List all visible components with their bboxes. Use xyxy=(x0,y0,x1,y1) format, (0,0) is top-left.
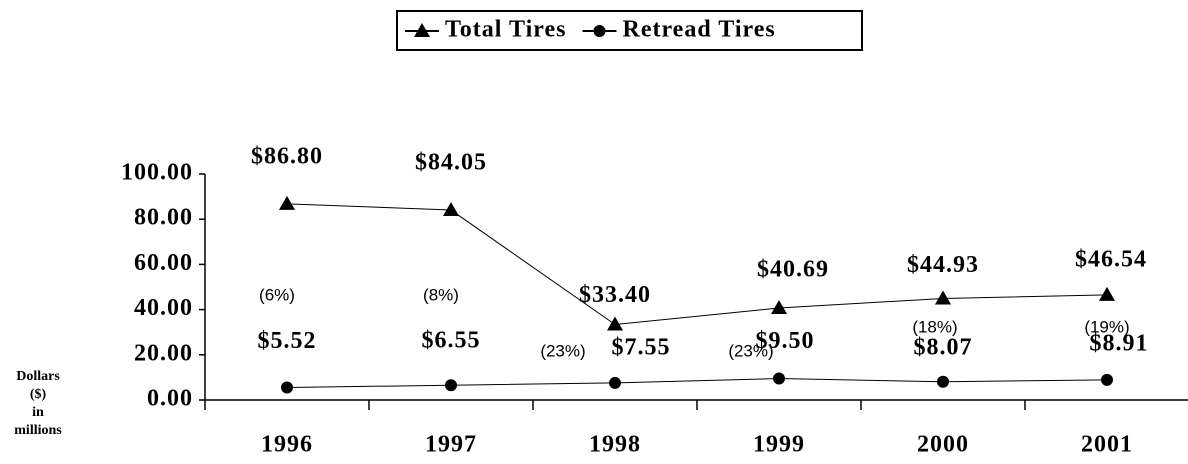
point xyxy=(935,290,951,305)
y-tick-label: 100.00 xyxy=(121,160,193,186)
annotation: (19%) xyxy=(1084,317,1129,336)
point xyxy=(279,195,295,210)
x-tick-label: 2000 xyxy=(917,432,969,458)
value-label: $5.52 xyxy=(258,328,317,354)
annotation: (18%) xyxy=(912,317,957,336)
value-label: $44.93 xyxy=(907,252,979,278)
point xyxy=(445,379,457,392)
y-axis-label: ($) xyxy=(30,387,47,402)
line xyxy=(286,378,1108,389)
point xyxy=(773,372,785,385)
point xyxy=(607,316,623,331)
annotation: (6%) xyxy=(259,285,295,304)
legend-marker xyxy=(593,25,606,37)
value-label: $8.07 xyxy=(914,334,973,360)
y-tick-label: 80.00 xyxy=(134,205,193,231)
point xyxy=(609,376,621,389)
x-tick-label: 1999 xyxy=(753,432,805,458)
x-tick-label: 2001 xyxy=(1081,432,1133,458)
value-label: $40.69 xyxy=(757,257,829,283)
x-tick-label: 1996 xyxy=(261,432,313,458)
legend-box xyxy=(396,10,863,51)
annotation: (23%) xyxy=(540,341,585,360)
y-tick-label: 20.00 xyxy=(134,340,193,366)
line xyxy=(286,203,1108,326)
y-tick-label: 40.00 xyxy=(134,295,193,321)
value-label: $46.54 xyxy=(1075,246,1147,272)
point xyxy=(281,381,293,394)
value-label: $9.50 xyxy=(756,328,815,354)
y-axis-label: Dollars xyxy=(16,369,60,384)
point xyxy=(1101,373,1113,386)
legend-label: Total Tires xyxy=(445,17,566,43)
point xyxy=(937,375,949,388)
value-label: $33.40 xyxy=(579,282,651,308)
annotation: (8%) xyxy=(423,285,459,304)
x-tick-label: 1998 xyxy=(589,432,641,458)
y-axis-label: millions xyxy=(14,423,62,438)
point xyxy=(443,202,459,217)
legend-label: Retread Tires xyxy=(622,17,775,43)
value-label: $86.80 xyxy=(251,143,323,169)
annotation: (23%) xyxy=(728,341,773,360)
value-label: $6.55 xyxy=(422,328,481,354)
point xyxy=(771,300,787,315)
value-label: $7.55 xyxy=(612,334,671,360)
y-tick-label: 0.00 xyxy=(147,386,193,412)
y-tick-label: 60.00 xyxy=(134,250,193,276)
legend-marker xyxy=(414,23,430,37)
y-axis-label: in xyxy=(32,405,44,420)
x-tick-label: 1997 xyxy=(425,432,477,458)
value-label: $8.91 xyxy=(1090,330,1149,356)
point xyxy=(1099,286,1115,301)
value-label: $84.05 xyxy=(415,150,487,176)
